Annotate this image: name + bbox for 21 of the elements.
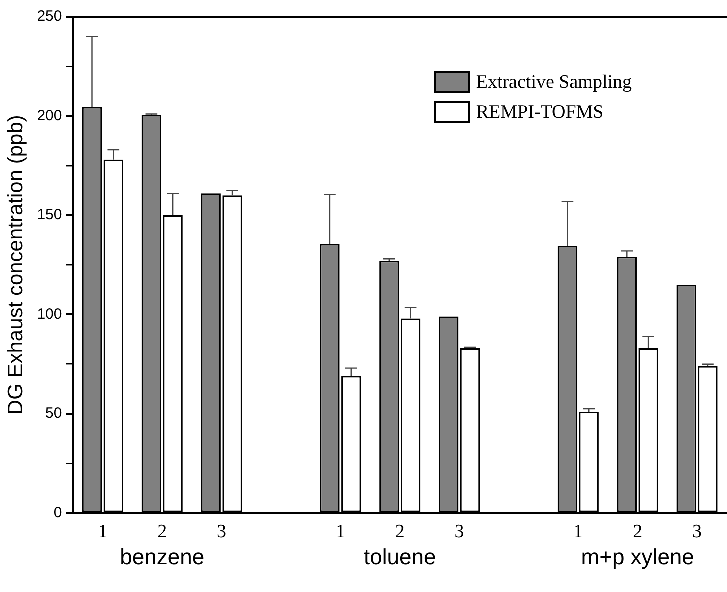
- y-tick-label: 150: [37, 206, 62, 224]
- x-tick-label: 3: [692, 522, 702, 543]
- legend-label: Extractive Sampling: [476, 72, 632, 93]
- x-tick-label: 2: [633, 522, 643, 543]
- y-tick-label: 50: [46, 405, 62, 422]
- x-tick-label: 1: [336, 522, 346, 543]
- y-tick-label: 100: [37, 306, 62, 323]
- y-tick-label: 200: [37, 107, 62, 124]
- y-axis-title: DG Exhaust concentration (ppb): [4, 115, 28, 416]
- text: toluene: [364, 544, 436, 570]
- legend-label: REMPI-TOFMS: [476, 102, 604, 123]
- x-tick-label: 2: [158, 522, 168, 543]
- text: benzene: [120, 544, 205, 570]
- y-tick-label: 0: [54, 504, 62, 522]
- text: m+p xylene: [581, 544, 694, 570]
- x-tick-label: 1: [574, 522, 584, 543]
- x-tick-label: 3: [217, 522, 227, 543]
- x-tick-label: 1: [98, 522, 108, 543]
- x-tick-label: 3: [454, 522, 464, 543]
- y-tick-label: 250: [37, 8, 62, 26]
- x-tick-label: 2: [395, 522, 405, 543]
